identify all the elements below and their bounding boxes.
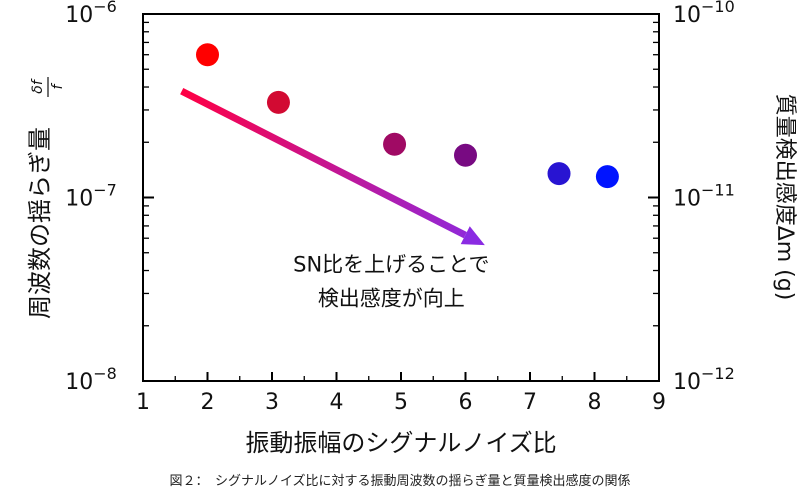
x-tick-label: 5 — [394, 390, 408, 415]
annotation-line-1: SN比を上げることで — [293, 252, 489, 276]
chart: 10−8 10−7 10−6 10−12 10−11 10−10 1 2 3 4 5 6 7 8 9 S… — [26, 0, 797, 457]
x-tick-label: 9 — [652, 390, 666, 415]
data-points — [196, 43, 619, 189]
left-axis-ticks: 10−8 10−7 10−6 — [65, 0, 154, 395]
x-tick-label: 3 — [265, 390, 279, 415]
left-axis-label-group: 周波数の揺らぎ量 δf f — [26, 77, 66, 319]
x-tick-label: 7 — [523, 390, 537, 415]
left-axis-label-denominator: f — [50, 82, 66, 89]
left-axis-label: 周波数の揺らぎ量 — [26, 127, 54, 319]
right-tick-label: 10−11 — [673, 181, 735, 212]
annotation-line-2: 検出感度が向上 — [318, 286, 465, 310]
x-tick-label: 6 — [459, 390, 473, 415]
x-tick-label: 2 — [201, 390, 215, 415]
left-tick-label: 10−8 — [65, 364, 117, 395]
trend-arrow-head — [460, 226, 485, 246]
x-tick-label: 4 — [330, 390, 344, 415]
right-tick-label: 10−10 — [673, 0, 735, 28]
data-point — [383, 132, 407, 156]
left-tick-label: 10−6 — [65, 0, 117, 28]
trend-arrow-shaft — [180, 87, 467, 239]
x-tick-label: 8 — [588, 390, 602, 415]
data-point — [266, 90, 290, 114]
trend-arrow — [180, 87, 485, 246]
data-point — [454, 143, 477, 167]
right-axis-label: 質量検出感度Δm (g) — [772, 94, 797, 301]
left-tick-label: 10−7 — [65, 181, 117, 212]
left-axis-label-numerator: δf — [30, 78, 46, 94]
right-axis-ticks: 10−12 10−11 10−10 — [648, 0, 735, 395]
figure-caption: 図２： シグナルノイズ比に対する振動周波数の揺らぎ量と質量検出感度の関係 — [169, 474, 631, 489]
right-tick-label: 10−12 — [673, 364, 735, 395]
x-axis-ticks: 1 2 3 4 5 6 7 8 9 — [136, 372, 666, 415]
x-axis-label: 振動振幅のシグナルノイズ比 — [245, 429, 556, 457]
data-point — [547, 162, 571, 186]
data-point — [196, 43, 219, 67]
plot-frame — [142, 13, 660, 382]
x-tick-label: 1 — [136, 390, 150, 415]
data-point — [595, 165, 619, 189]
